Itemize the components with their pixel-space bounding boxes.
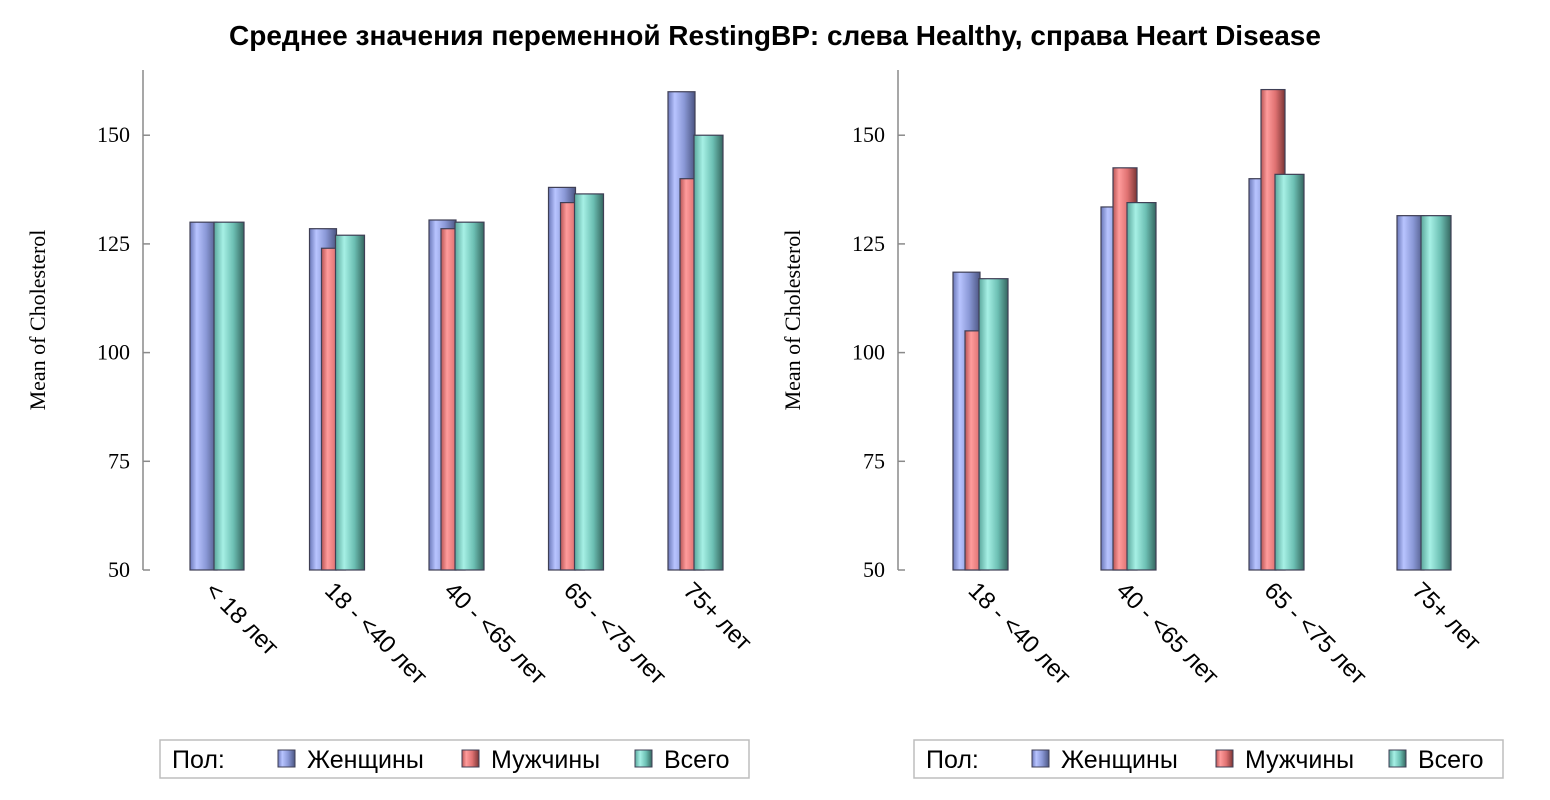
legend-label-1: Мужчины (491, 746, 600, 774)
legend-swatch-2 (634, 749, 653, 768)
legend-label-1: Мужчины (1245, 746, 1354, 774)
y-axis-label: Mean of Cholesterol (780, 230, 805, 411)
y-tick-label: 150 (852, 122, 885, 147)
bar-right-3-2 (1420, 215, 1452, 571)
x-category-label: 75+ лет (1407, 577, 1486, 656)
legend-swatch-0 (277, 749, 296, 768)
y-axis-label: Mean of Cholesterol (25, 230, 50, 411)
y-tick-label: 50 (863, 557, 885, 582)
right-chart-panel: 50 75 100 125 150 Mean of Cholesterol 18 - <40… (780, 70, 1504, 779)
bar-left-4-2 (693, 134, 724, 571)
legend: Пол: Женщины Мужчины Всего (913, 739, 1504, 779)
bar-right-3-0 (1396, 215, 1425, 571)
x-category-label: 18 - <40 лет (319, 577, 432, 690)
x-category-label: 65 - <75 лет (1259, 577, 1372, 690)
legend-label-0: Женщины (1061, 746, 1178, 774)
x-category-label: 18 - <40 лет (963, 577, 1076, 690)
legend-label-2: Всего (1418, 746, 1484, 774)
legend-title: Пол: (172, 746, 225, 774)
y-tick-label: 75 (863, 448, 885, 473)
left-chart-panel: 50 75 100 125 150 Mean of Cholesterol < 18 лет… (25, 70, 757, 779)
legend-swatch-1 (1215, 749, 1234, 768)
legend-label-0: Женщины (307, 746, 424, 774)
x-category-label: 40 - <65 лет (1111, 577, 1224, 690)
bar-left-0-0 (189, 221, 218, 571)
legend-frame (913, 739, 1504, 779)
x-category-label: 65 - <75 лет (558, 577, 671, 690)
y-tick-label: 125 (97, 231, 130, 256)
y-tick-label: 150 (97, 122, 130, 147)
x-category-label: < 18 лет (200, 577, 284, 661)
legend-frame (159, 739, 750, 779)
legend-swatch-1 (461, 749, 480, 768)
legend-label-2: Всего (664, 746, 730, 774)
y-tick-label: 75 (108, 448, 130, 473)
y-tick-label: 100 (852, 340, 885, 365)
bar-right-0-2 (978, 278, 1009, 571)
x-category-label: 75+ лет (678, 577, 757, 656)
y-tick-label: 100 (97, 340, 130, 365)
bar-left-0-2 (213, 221, 245, 571)
y-tick-label: 125 (852, 231, 885, 256)
legend-swatch-0 (1031, 749, 1050, 768)
bar-left-1-2 (334, 234, 366, 571)
x-category-label: 40 - <65 лет (439, 577, 552, 690)
bar-left-2-2 (454, 221, 485, 571)
y-tick-label: 50 (108, 557, 130, 582)
bar-left-3-2 (573, 193, 605, 571)
legend: Пол: Женщины Мужчины Всего (159, 739, 750, 779)
legend-swatch-2 (1388, 749, 1407, 768)
bar-right-1-2 (1126, 202, 1157, 571)
bar-right-2-2 (1274, 173, 1305, 571)
legend-title: Пол: (926, 746, 979, 774)
chart-title: Среднее значения переменной RestingBP: с… (229, 20, 1321, 51)
